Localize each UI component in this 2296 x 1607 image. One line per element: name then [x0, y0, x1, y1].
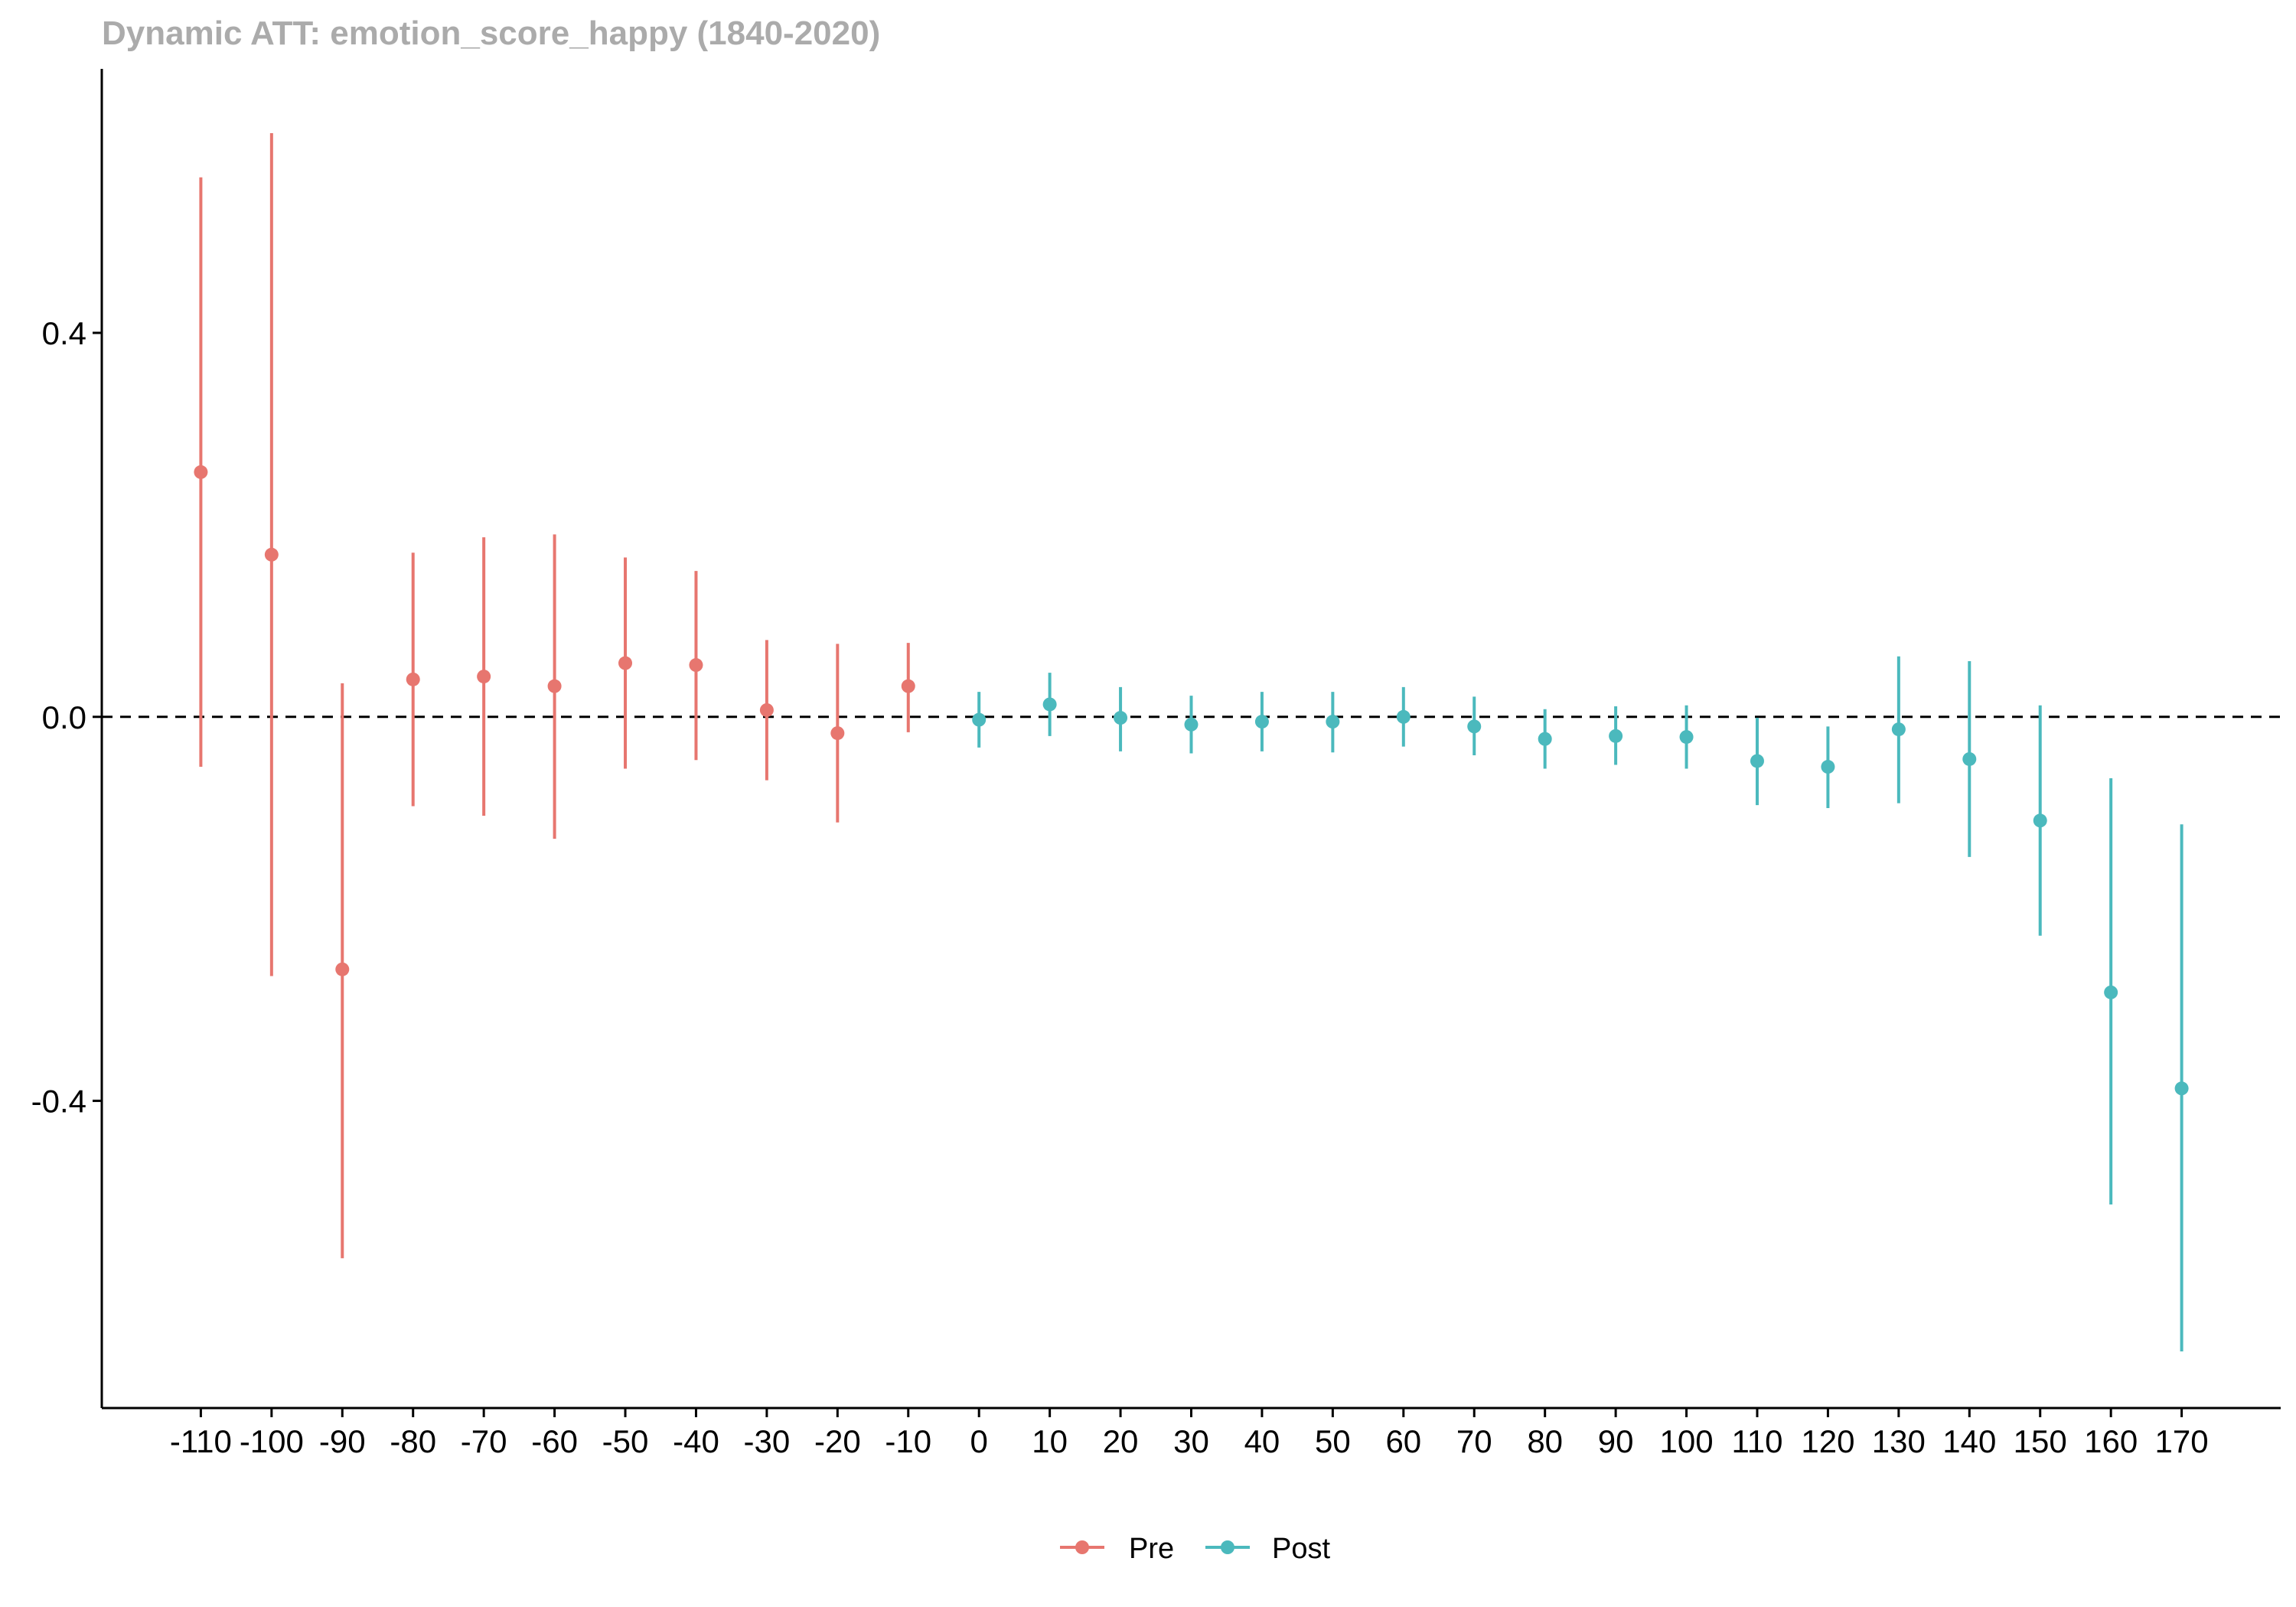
data-marks: [194, 133, 2189, 1351]
data-point: [477, 670, 491, 684]
x-tick-label: 60: [1385, 1423, 1421, 1459]
x-tick-label: -10: [885, 1423, 931, 1459]
data-point: [1042, 697, 1057, 712]
x-tick-label: -70: [461, 1423, 507, 1459]
legend: Pre Post: [1060, 1533, 1330, 1565]
x-axis-ticks: -110 -100 -90 -80 -70 -60 -50 -40 -30 -20 -10 0 10 20…: [170, 1408, 2209, 1459]
data-point: [1114, 711, 1128, 725]
x-tick-label: 10: [1032, 1423, 1068, 1459]
data-point: [2104, 985, 2118, 999]
data-point: [2174, 1081, 2189, 1096]
x-tick-label: -60: [531, 1423, 578, 1459]
x-tick-label: -90: [319, 1423, 366, 1459]
x-tick-label: 70: [1456, 1423, 1492, 1459]
x-tick-label: 170: [2155, 1423, 2209, 1459]
legend-label: Post: [1272, 1533, 1330, 1565]
data-point: [972, 712, 987, 727]
data-point: [1609, 729, 1623, 743]
data-point: [335, 962, 350, 976]
x-tick-label: 110: [1731, 1423, 1782, 1459]
data-point: [264, 547, 279, 562]
legend-item-pre: Pre: [1060, 1533, 1174, 1565]
y-tick-label: 0.0: [42, 699, 86, 735]
data-point: [618, 656, 633, 670]
x-tick-label: -100: [240, 1423, 304, 1459]
x-tick-label: 140: [1942, 1423, 1996, 1459]
x-tick-label: 50: [1315, 1423, 1351, 1459]
x-tick-label: 40: [1244, 1423, 1280, 1459]
data-point: [759, 702, 774, 717]
chart-title: Dynamic ATT: emotion_score_happy (1840-2…: [102, 15, 880, 52]
data-point: [1750, 754, 1764, 768]
x-tick-label: 0: [970, 1423, 988, 1459]
data-point: [1679, 730, 1694, 745]
data-point: [406, 672, 420, 686]
y-tick-label: -0.4: [31, 1084, 86, 1120]
legend-label: Pre: [1129, 1533, 1174, 1565]
data-point: [194, 464, 208, 479]
x-tick-label: -80: [390, 1423, 436, 1459]
x-tick-label: 90: [1598, 1423, 1634, 1459]
data-point: [1467, 719, 1482, 734]
data-point: [1396, 709, 1411, 724]
x-tick-label: 20: [1103, 1423, 1139, 1459]
y-axis-ticks: -0.4 0.0 0.4: [31, 315, 102, 1120]
data-point: [1326, 715, 1340, 729]
x-tick-label: 80: [1527, 1423, 1563, 1459]
data-point: [1821, 760, 1835, 774]
x-tick-label: 100: [1660, 1423, 1714, 1459]
x-tick-label: 150: [2014, 1423, 2067, 1459]
data-point: [1538, 732, 1552, 746]
x-tick-label: -40: [673, 1423, 719, 1459]
x-tick-label: 130: [1872, 1423, 1926, 1459]
x-tick-label: 30: [1173, 1423, 1209, 1459]
x-tick-label: -20: [814, 1423, 861, 1459]
data-point: [1962, 751, 1977, 766]
y-tick-label: 0.4: [42, 315, 86, 351]
series-post: [972, 656, 2189, 1351]
series-pre: [194, 133, 915, 1259]
legend-item-post: Post: [1205, 1533, 1330, 1565]
data-point: [830, 726, 845, 741]
data-point: [2033, 813, 2047, 828]
x-tick-label: 120: [1801, 1423, 1854, 1459]
data-point: [1891, 722, 1906, 737]
x-tick-label: -50: [602, 1423, 649, 1459]
data-point: [1184, 717, 1199, 732]
x-tick-label: 160: [2084, 1423, 2138, 1459]
data-point: [901, 679, 915, 693]
legend-marker: [1221, 1540, 1234, 1554]
data-point: [689, 658, 703, 673]
data-point: [1254, 715, 1269, 729]
x-tick-label: -30: [744, 1423, 791, 1459]
data-point: [547, 679, 562, 693]
x-tick-label: -110: [170, 1423, 232, 1459]
legend-marker: [1075, 1540, 1089, 1554]
